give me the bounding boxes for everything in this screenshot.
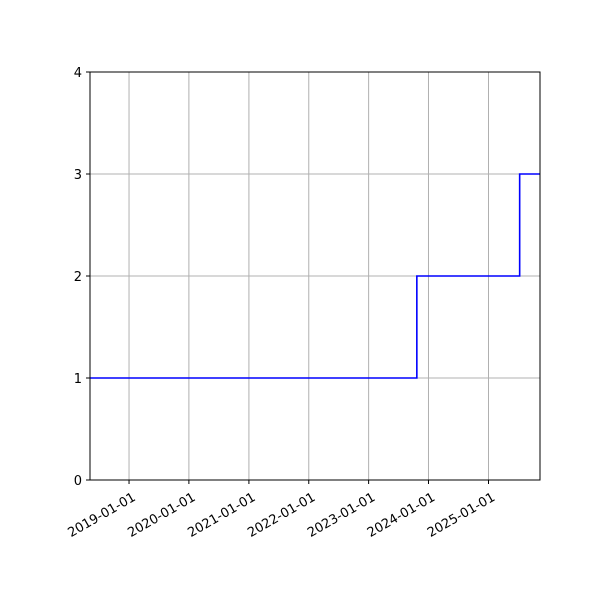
y-tick-label: 4 bbox=[74, 66, 82, 81]
y-axis: 0 1 2 3 4 bbox=[74, 66, 90, 489]
y-tick-label: 3 bbox=[74, 168, 82, 183]
y-tick-label: 1 bbox=[74, 372, 82, 387]
x-axis: 2019-01-012020-01-012021-01-012022-01-01… bbox=[65, 480, 498, 541]
series-group bbox=[90, 173, 540, 379]
y-tick-label: 0 bbox=[74, 474, 82, 489]
series-step-line bbox=[90, 173, 540, 379]
x-tick-label: 2025-01-01 bbox=[425, 490, 498, 541]
y-tick-label: 2 bbox=[74, 270, 82, 285]
